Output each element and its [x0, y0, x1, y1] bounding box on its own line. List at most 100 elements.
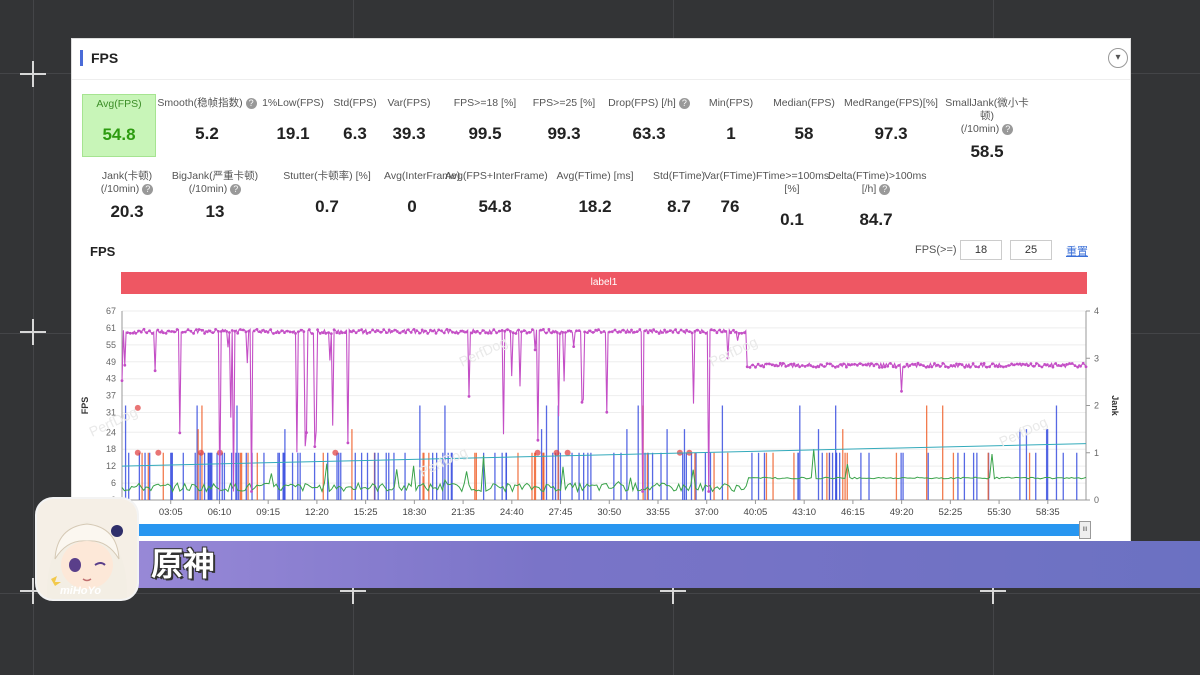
fps-point: [409, 331, 413, 334]
y-tick-label: 49: [106, 357, 116, 367]
help-icon[interactable]: ?: [879, 183, 891, 195]
fps-point: [497, 329, 501, 333]
metric-label: Drop(FPS) [/h]?: [604, 97, 694, 110]
fps-point: [853, 362, 856, 366]
fps-point: [1010, 362, 1013, 366]
metric-value: 39.3: [392, 124, 426, 143]
metric-1-8: Min(FPS) 1: [700, 97, 762, 144]
fps-point: [440, 329, 443, 333]
metric-label: Std(FPS): [333, 97, 377, 109]
fps-point: [778, 361, 782, 365]
fps-point: [850, 363, 854, 366]
fps-point: [310, 332, 314, 335]
fps-point: [878, 366, 881, 369]
fps-point: [685, 328, 688, 332]
x-tick-label: 06:10: [208, 507, 232, 518]
watermark: PerfDog: [457, 334, 510, 370]
y-tick-label: 24: [106, 427, 116, 437]
fps-point: [252, 329, 256, 333]
threshold-input-1[interactable]: [960, 240, 1002, 260]
fps-point: [332, 328, 336, 332]
fps-point: [448, 328, 452, 332]
help-icon[interactable]: ?: [142, 183, 154, 195]
fps-point: [239, 328, 242, 331]
fps-point: [365, 332, 369, 335]
fps-point: [677, 331, 680, 335]
help-icon[interactable]: ?: [678, 97, 690, 109]
reset-link[interactable]: 重置: [1066, 246, 1088, 258]
fps-point: [142, 327, 146, 331]
fps-point: [426, 332, 430, 335]
metric-2-1: BigJank(严重卡顿) (/10min)? 13: [160, 170, 270, 222]
metric-2-5: Avg(FTime) [ms] 18.2: [545, 170, 645, 217]
fps-point: [120, 379, 124, 383]
fps-point: [423, 329, 427, 333]
fps-point: [847, 363, 851, 367]
metric-label: FPS>=25 [%]: [532, 97, 596, 109]
x-tick-label: 24:40: [500, 507, 524, 518]
y-tick-label: 37: [106, 391, 116, 401]
fps-point: [222, 329, 226, 333]
fps-point: [952, 364, 956, 367]
slider-handle-right[interactable]: III: [1079, 521, 1091, 539]
metric-value: 63.3: [632, 124, 666, 143]
fps-point: [638, 328, 642, 331]
fps-point: [211, 331, 215, 334]
metric-2-2: Stutter(卡顿率) [%] 0.7: [272, 170, 382, 217]
fps-point: [156, 328, 160, 332]
fps-point: [492, 328, 496, 332]
fps-point: [991, 362, 994, 366]
metric-value: 54.8: [478, 197, 512, 216]
fps-point: [630, 328, 633, 332]
time-range-slider[interactable]: III III: [119, 521, 1091, 539]
fps-point: [561, 331, 565, 334]
fps-point: [616, 331, 620, 334]
fps-point: [1007, 364, 1011, 367]
fps-point: [131, 331, 135, 335]
plus-mark-icon: [660, 578, 686, 604]
fps-point: [307, 328, 311, 331]
bigjank-point: [134, 449, 141, 456]
metric-2-8: FTime>=100ms [%] 0.1: [756, 170, 829, 230]
fps-point: [869, 362, 873, 366]
label-bar[interactable]: label1: [121, 272, 1087, 294]
fps-point: [820, 363, 823, 367]
fps-point: [927, 365, 931, 369]
fps-point: [825, 362, 829, 365]
fps-point: [1073, 364, 1077, 367]
metric-1-11: SmallJank(微小卡顿) (/10min)? 58.5: [939, 97, 1035, 162]
bigjank-point: [534, 449, 541, 456]
fps-point: [542, 328, 545, 331]
x-tick-label: 49:20: [890, 507, 914, 518]
metric-2-6: Std(FTime) 8.7: [649, 170, 709, 217]
metric-2-0: Jank(卡顿) (/10min)? 20.3: [82, 170, 172, 222]
fps-chart[interactable]: 67615549433731241812604321000:0003:0506:…: [72, 297, 1128, 522]
fps-point: [660, 331, 664, 334]
fps-point: [721, 330, 724, 334]
fps-point: [792, 362, 796, 366]
help-icon[interactable]: ?: [245, 97, 257, 109]
fps-point: [710, 328, 713, 332]
fps-point: [635, 330, 639, 333]
fps-point: [580, 400, 584, 404]
fps-point: [867, 362, 870, 366]
fps-point: [340, 331, 344, 335]
fps-point: [891, 365, 895, 369]
x-tick-label: 09:15: [256, 507, 280, 518]
fps-point: [357, 329, 361, 332]
panel-title: FPS: [80, 50, 118, 66]
x-tick-label: 33:55: [646, 507, 670, 518]
help-icon[interactable]: ?: [230, 183, 242, 195]
fps-point: [520, 330, 523, 334]
metric-1-2: 1%Low(FPS) 19.1: [258, 97, 328, 144]
fps-point: [993, 364, 997, 368]
help-icon[interactable]: ?: [1002, 123, 1014, 135]
collapse-icon[interactable]: ▾: [1108, 48, 1128, 68]
fps-point: [415, 329, 419, 332]
fps-point: [451, 330, 454, 334]
y-tick-label: 55: [106, 340, 116, 350]
fps-point: [699, 331, 702, 334]
threshold-input-2[interactable]: [1010, 240, 1052, 260]
fps-point: [167, 329, 171, 333]
fps-point: [897, 364, 901, 367]
